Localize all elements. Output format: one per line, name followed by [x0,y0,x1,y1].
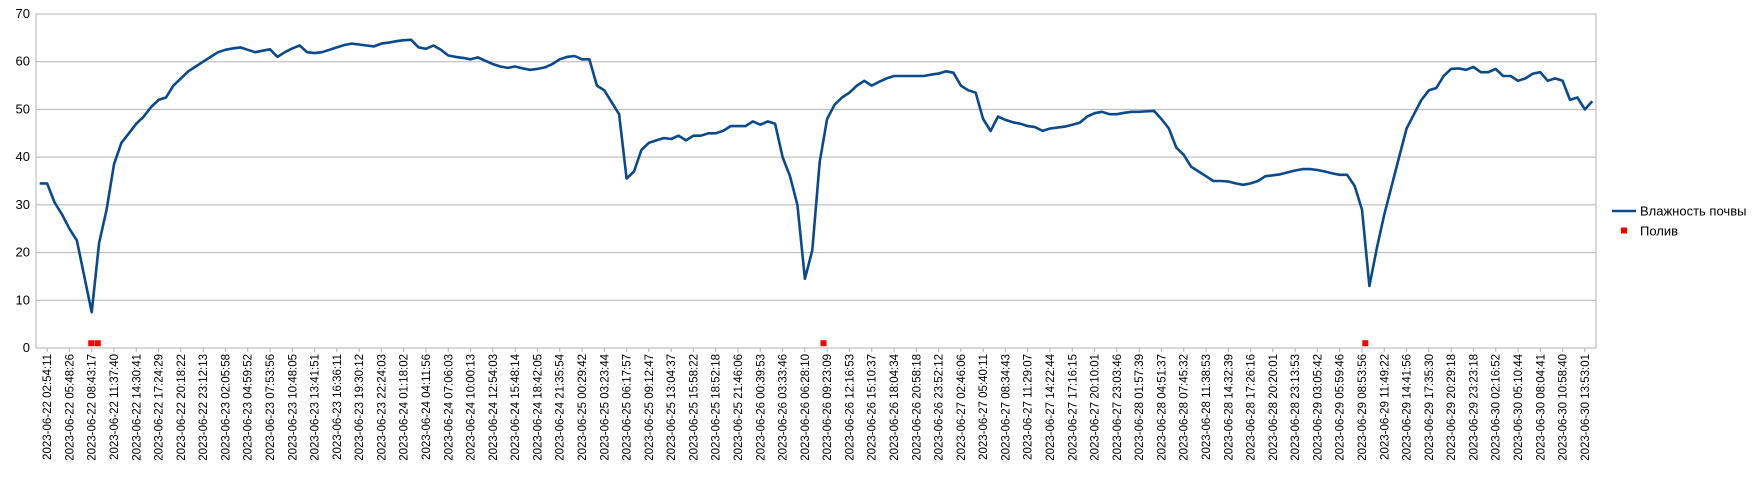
x-tick-label: 2023-06-29 23:23:18 [1468,354,1480,461]
legend-label-watering: Полив [1640,224,1678,239]
x-tick-label: 2023-06-29 17:35:30 [1424,354,1436,461]
x-tick-label: 2023-06-22 11:37:40 [109,354,121,460]
x-tick-label: 2023-06-28 04:51:37 [1156,354,1168,461]
x-tick-label: 2023-06-22 02:54:11 [42,354,54,460]
x-tick-label: 2023-06-25 18:52:18 [711,354,723,461]
y-tick-label: 50 [16,101,30,116]
grid-lines [35,13,1597,349]
x-tick-label: 2023-06-30 02:16:52 [1491,354,1503,461]
x-tick-label: 2023-06-26 06:28:10 [800,354,812,461]
x-tick-label: 2023-06-23 13:41:51 [310,354,322,461]
x-tick-label: 2023-06-29 20:29:18 [1446,354,1458,461]
watering-marker [820,340,827,347]
x-tick-label: 2023-06-28 23:13:53 [1290,354,1302,461]
x-tick-label: 2023-06-27 11:29:07 [1023,354,1035,460]
x-tick-label: 2023-06-29 03:05:42 [1312,354,1324,461]
x-tick-label: 2023-06-30 05:10:44 [1513,353,1525,460]
x-tick-label: 2023-06-29 11:49:22 [1379,354,1391,460]
x-tick-label: 2023-06-30 08:04:41 [1535,354,1547,461]
x-tick-label: 2023-06-30 13:53:01 [1580,354,1592,461]
y-tick-label: 60 [16,54,30,69]
legend: Влажность почвы Полив [1612,204,1746,239]
x-tick-label: 2023-06-22 05:48:26 [64,354,76,461]
legend-label-moisture: Влажность почвы [1640,204,1746,219]
x-tick-label: 2023-06-27 23:03:46 [1112,354,1124,461]
x-tick-label: 2023-06-26 12:16:53 [844,354,856,461]
x-tick-label: 2023-06-26 20:58:18 [911,354,923,461]
y-tick-label: 70 [16,6,30,21]
x-tick-label: 2023-06-27 17:16:15 [1067,354,1079,461]
series-layer [39,38,1594,347]
x-tick-label: 2023-06-25 15:58:22 [688,354,700,461]
x-tick-label: 2023-06-23 22:24:03 [376,354,388,461]
x-tick-label: 2023-06-23 04:59:52 [243,354,255,461]
x-tick-label: 2023-06-23 02:05:58 [220,354,232,461]
x-tick-label: 2023-06-22 17:24:29 [154,354,166,461]
x-tick-label: 2023-06-30 10:58:40 [1558,354,1570,461]
x-tick-label: 2023-06-24 04:11:56 [421,354,433,460]
x-tick-label: 2023-06-25 13:04:37 [666,354,678,461]
x-tick-label: 2023-06-28 11:38:53 [1201,354,1213,460]
x-tick-label: 2023-06-28 07:45:32 [1179,354,1191,461]
watering-marker [88,340,95,347]
y-tick-label: 0 [23,340,30,355]
x-tick-label: 2023-06-27 05:40:11 [978,354,990,460]
x-tick-label: 2023-06-22 23:12:13 [198,354,210,461]
x-tick-label: 2023-06-28 17:26:16 [1246,354,1258,461]
x-tick-label: 2023-06-29 05:59:46 [1335,354,1347,461]
x-tick-label: 2023-06-24 15:48:14 [510,353,522,460]
x-tick-label: 2023-06-27 20:10:01 [1090,354,1102,461]
x-tick-label: 2023-06-26 00:39:53 [755,354,767,461]
x-tick-label: 2023-06-26 18:04:34 [889,353,901,460]
x-tick-label: 2023-06-25 06:17:57 [622,354,634,461]
x-tick-label: 2023-06-26 15:10:37 [867,354,879,461]
x-tick-label: 2023-06-23 07:53:56 [265,354,277,461]
y-tick-label: 30 [16,197,30,212]
x-tick-label: 2023-06-26 23:52:12 [934,354,946,461]
series-line-moisture [39,38,1594,314]
x-axis-tick-labels: 2023-06-22 02:54:11 2023-06-22 05:48:26 20… [42,348,1592,461]
y-tick-label: 20 [16,245,30,260]
plot-area-border [35,13,1597,349]
x-tick-label: 2023-06-26 09:23:09 [822,354,834,461]
x-tick-label: 2023-06-29 14:41:56 [1402,354,1414,461]
x-tick-label: 2023-06-26 03:33:46 [778,354,790,461]
x-tick-label: 2023-06-24 18:42:05 [532,354,544,461]
x-tick-label: 2023-06-25 03:23:44 [599,353,611,460]
x-tick-label: 2023-06-28 01:57:39 [1134,354,1146,461]
legend-watering-swatch [1621,227,1627,234]
y-axis-tick-labels: 0 10 20 30 40 50 60 70 [16,6,30,355]
x-tick-label: 2023-06-22 08:43:17 [87,354,99,461]
x-tick-label: 2023-06-27 08:34:43 [1000,354,1012,461]
x-tick-label: 2023-06-27 14:22:44 [1045,353,1057,460]
x-tick-label: 2023-06-25 00:29:42 [577,354,589,461]
x-tick-label: 2023-06-23 10:48:05 [287,354,299,461]
x-tick-label: 2023-06-24 21:35:54 [555,353,567,460]
y-tick-label: 10 [16,292,30,307]
x-tick-label: 2023-06-24 10:00:13 [466,354,478,461]
x-tick-label: 2023-06-27 02:46:06 [956,354,968,461]
x-tick-label: 2023-06-25 21:46:06 [733,354,745,461]
x-tick-label: 2023-06-24 07:06:03 [443,354,455,461]
x-tick-label: 2023-06-22 14:30:41 [131,354,143,461]
y-tick-label: 40 [16,149,30,164]
x-tick-label: 2023-06-29 08:53:56 [1357,354,1369,461]
watering-marker [94,340,101,347]
x-tick-label: 2023-06-28 14:32:39 [1223,354,1235,461]
x-tick-label: 2023-06-24 12:54:03 [488,354,500,461]
watering-marker [1362,340,1369,347]
x-tick-label: 2023-06-24 01:18:02 [399,354,411,461]
x-tick-label: 2023-06-22 20:18:22 [176,354,188,461]
x-tick-label: 2023-06-23 19:30:12 [354,354,366,461]
x-tick-label: 2023-06-23 16:36:11 [332,354,344,460]
x-tick-label: 2023-06-25 09:12:47 [644,354,656,461]
x-tick-label: 2023-06-28 20:20:01 [1268,354,1280,461]
